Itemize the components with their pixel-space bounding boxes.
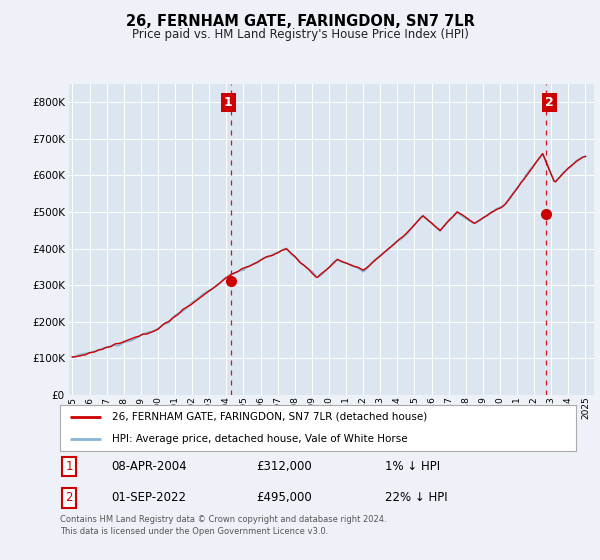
- Text: 2: 2: [65, 491, 73, 504]
- Text: 26, FERNHAM GATE, FARINGDON, SN7 7LR: 26, FERNHAM GATE, FARINGDON, SN7 7LR: [125, 14, 475, 29]
- Text: Price paid vs. HM Land Registry's House Price Index (HPI): Price paid vs. HM Land Registry's House …: [131, 28, 469, 41]
- Text: 26, FERNHAM GATE, FARINGDON, SN7 7LR (detached house): 26, FERNHAM GATE, FARINGDON, SN7 7LR (de…: [112, 412, 427, 422]
- Text: 22% ↓ HPI: 22% ↓ HPI: [385, 491, 448, 504]
- Text: 1: 1: [65, 460, 73, 473]
- Text: £495,000: £495,000: [256, 491, 312, 504]
- Text: £312,000: £312,000: [256, 460, 312, 473]
- Text: HPI: Average price, detached house, Vale of White Horse: HPI: Average price, detached house, Vale…: [112, 434, 407, 444]
- Text: Contains HM Land Registry data © Crown copyright and database right 2024.
This d: Contains HM Land Registry data © Crown c…: [60, 515, 386, 536]
- Text: 1: 1: [224, 96, 232, 109]
- Text: 1% ↓ HPI: 1% ↓ HPI: [385, 460, 440, 473]
- Text: 08-APR-2004: 08-APR-2004: [112, 460, 187, 473]
- Text: 01-SEP-2022: 01-SEP-2022: [112, 491, 187, 504]
- Text: 2: 2: [545, 96, 554, 109]
